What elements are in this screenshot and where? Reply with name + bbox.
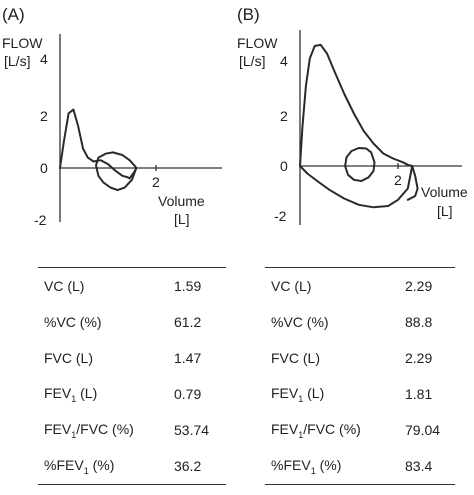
table-row: FEV1 (L) 1.81 bbox=[265, 376, 455, 412]
x-tick-label-a-2: 2 bbox=[152, 174, 160, 190]
y-tick-label-b-2: 2 bbox=[280, 108, 288, 124]
param-value: 88.8 bbox=[405, 314, 433, 330]
param-label: VC (L) bbox=[44, 278, 85, 294]
flow-curve-b-tail bbox=[406, 165, 419, 201]
table-row: FEV1 (L) 0.79 bbox=[38, 376, 226, 412]
x-axis-label-a-line1: Volume bbox=[158, 193, 205, 209]
flow-volume-chart-b: (B) FLOW [L/s] 4 2 0 -2 2 Volume [L] bbox=[237, 5, 468, 225]
table-row: %VC (%) 88.8 bbox=[265, 304, 455, 340]
table-row: %FEV1 (%) 83.4 bbox=[265, 448, 455, 485]
flow-curve-b-loop bbox=[344, 147, 376, 182]
table-row: VC (L) 1.59 bbox=[38, 268, 226, 305]
y-axis-label-a-line1: FLOW bbox=[2, 35, 43, 51]
param-label: %FEV1 (%) bbox=[271, 456, 342, 476]
param-label: VC (L) bbox=[271, 278, 312, 294]
x-axis-label-b-line2: [L] bbox=[437, 203, 453, 219]
table-row: VC (L) 2.29 bbox=[265, 268, 455, 305]
x-tick-label-b-2: 2 bbox=[394, 172, 402, 188]
param-label: FEV1 (L) bbox=[44, 384, 98, 404]
param-value: 2.29 bbox=[405, 278, 433, 294]
y-tick-label-a-neg2: -2 bbox=[34, 212, 47, 228]
table-row: %VC (%) 61.2 bbox=[38, 304, 226, 340]
table-row: FVC (L) 2.29 bbox=[265, 340, 455, 376]
param-value: 0.79 bbox=[174, 386, 202, 402]
spirometry-table-b: VC (L) 2.29 %VC (%) 88.8 FVC (L) 2.29 FE… bbox=[265, 267, 455, 485]
y-tick-label-b-4: 4 bbox=[280, 53, 288, 69]
y-tick-label-a-2: 2 bbox=[40, 108, 48, 124]
y-tick-label-a-0: 0 bbox=[40, 160, 48, 176]
y-tick-label-a-4: 4 bbox=[40, 51, 48, 67]
y-axis-label-b-line2: [L/s] bbox=[239, 53, 265, 69]
table-row: %FEV1 (%) 36.2 bbox=[38, 448, 226, 485]
x-axis-label-b-line1: Volume bbox=[421, 184, 468, 200]
param-value: 79.04 bbox=[405, 422, 441, 438]
flow-curve-a-loop bbox=[95, 151, 138, 192]
y-axis-label-a-line2: [L/s] bbox=[4, 53, 30, 69]
param-label: %FEV1 (%) bbox=[44, 456, 115, 476]
param-value: 1.59 bbox=[174, 278, 202, 294]
param-label: FEV1/FVC (%) bbox=[271, 420, 361, 440]
param-value: 2.29 bbox=[405, 350, 433, 366]
param-value: 61.2 bbox=[174, 314, 202, 330]
param-label: FEV1 (L) bbox=[271, 384, 325, 404]
spirometry-table-a: VC (L) 1.59 %VC (%) 61.2 FVC (L) 1.47 FE… bbox=[38, 267, 226, 485]
flow-curve-b-inspiratory bbox=[299, 165, 414, 209]
param-value: 1.81 bbox=[405, 386, 433, 402]
table-row: FVC (L) 1.47 bbox=[38, 340, 226, 376]
param-value: 1.47 bbox=[174, 350, 202, 366]
param-label: FVC (L) bbox=[271, 350, 320, 366]
param-label: %VC (%) bbox=[44, 314, 102, 330]
param-value: 36.2 bbox=[174, 458, 202, 474]
param-value: 53.74 bbox=[174, 422, 210, 438]
y-tick-label-b-0: 0 bbox=[280, 158, 288, 174]
table-row: FEV1/FVC (%) 79.04 bbox=[265, 412, 455, 448]
panel-label-a: (A) bbox=[2, 5, 25, 24]
panel-label-b: (B) bbox=[237, 5, 260, 24]
flow-curve-b-expiratory bbox=[299, 43, 414, 167]
y-axis-label-b-line1: FLOW bbox=[237, 35, 278, 51]
y-tick-label-b-neg2: -2 bbox=[274, 208, 287, 224]
x-axis-label-a-line2: [L] bbox=[174, 211, 190, 227]
table-row: FEV1/FVC (%) 53.74 bbox=[38, 412, 226, 448]
param-label: %VC (%) bbox=[271, 314, 329, 330]
param-label: FVC (L) bbox=[44, 350, 93, 366]
param-label: FEV1/FVC (%) bbox=[44, 420, 134, 440]
param-value: 83.4 bbox=[405, 458, 433, 474]
flow-volume-chart-a: (A) FLOW [L/s] 4 2 0 -2 2 Volume [L] bbox=[2, 5, 222, 228]
